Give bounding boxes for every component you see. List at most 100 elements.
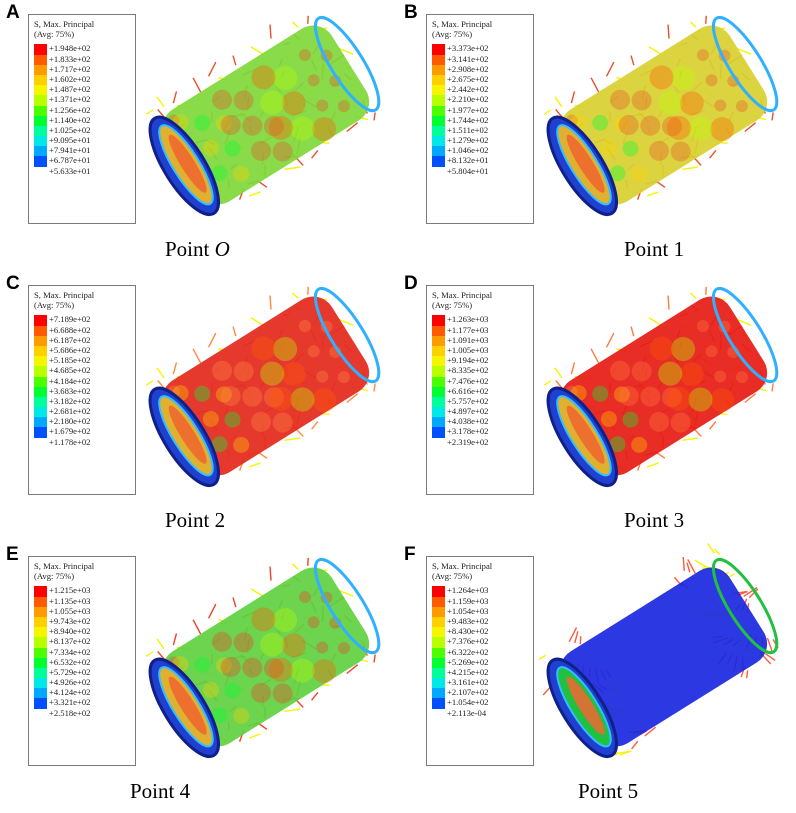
legend-row: +1.178e+02 [34,437,130,447]
legend-row: +2.518e+02 [34,708,130,718]
legend-value: +1.054e+02 [447,697,489,708]
legend-row: +5.686e+02 [34,344,130,357]
legend-title: S, Max. Principal [34,561,95,571]
legend-swatch [34,356,47,367]
legend-swatch [34,606,47,617]
legend-row: +1.054e+02 [432,697,528,709]
legend-swatch [34,345,47,357]
legend-swatch [432,606,445,617]
legend-swatch [34,698,47,709]
legend-swatch [432,315,445,326]
legend-value: +1.679e+02 [49,426,91,437]
legend-row: +9.483e+02 [432,616,528,628]
legend-value: +6.322e+02 [447,646,489,657]
legend-row: +7.476e+02 [432,375,528,387]
legend-swatch [432,407,445,418]
legend-value: +7.334e+02 [49,646,91,657]
color-scale: +3.373e+02 +3.141e+02 +2.908e+02 +2.675e+02… [432,43,528,176]
legend-value: +1.511e+02 [447,124,489,135]
panel-letter: E [6,544,19,565]
legend-row: +1.159e+03 [432,596,528,607]
legend-swatch [34,325,47,336]
panel-caption: Point 2 [165,508,225,533]
legend-value: +1.005e+03 [447,344,489,355]
legend-swatch [34,417,47,428]
legend-value: +5.686e+02 [49,344,91,355]
panel-caption: Point 4 [130,779,190,804]
legend-value: +2.681e+02 [49,406,91,417]
legend-value: +4.215e+02 [447,666,489,677]
legend-value: +8.335e+02 [447,365,489,376]
legend-row: +6.688e+02 [34,325,130,336]
panel-b: B S, Max. Principal (Avg: 75%) +3.373e+02 +3… [398,0,796,271]
legend-value: +1.371e+02 [49,94,91,105]
legend-swatch [432,335,445,346]
stress-legend: S, Max. Principal (Avg: 75%) +1.264e+03 +1.… [426,556,534,766]
panel-d: D S, Max. Principal (Avg: 75%) +1.263e+03 +1… [398,271,796,542]
legend-value: +6.532e+02 [49,656,91,667]
legend-row: +4.124e+02 [34,687,130,699]
legend-row: +1.511e+02 [432,124,528,137]
legend-swatch [34,335,47,346]
legend-value: +7.476e+02 [447,375,489,386]
legend-swatch [432,156,445,167]
legend-row: +7.189e+02 [34,314,130,326]
legend-swatch [432,325,445,336]
legend-row: +3.683e+02 [34,386,130,397]
legend-value: +5.185e+02 [49,355,91,366]
legend-subtitle: (Avg: 75%) [432,29,473,40]
legend-row: +3.161e+02 [432,677,528,689]
legend-swatch [34,396,47,408]
legend-value: +7.189e+02 [49,314,91,325]
legend-value: +1.263e+03 [447,314,489,325]
legend-value: +3.321e+02 [49,697,91,708]
legend-swatch [34,105,47,116]
legend-value: +5.633e+01 [49,165,91,176]
color-scale: +1.948e+02 +1.833e+02 +1.717e+02 +1.602e+02… [34,43,130,176]
legend-value: +3.141e+02 [447,53,489,64]
legend-value: +1.948e+02 [49,43,91,54]
legend-row: +3.373e+02 [432,43,528,55]
legend-row: +3.178e+02 [432,426,528,438]
legend-swatch [432,95,445,106]
legend-value: +1.046e+02 [447,145,489,156]
legend-row: +6.616e+02 [432,386,528,397]
legend-row: +9.095e+01 [34,135,130,147]
legend-swatch [432,356,445,367]
legend-value: +3.161e+02 [447,677,489,688]
legend-swatch [432,667,445,679]
fe-model-render [538,543,779,758]
legend-value: +1.977e+02 [447,104,489,115]
legend-value: +2.518e+02 [49,707,91,718]
legend-swatch [432,74,445,86]
legend-row: +1.279e+02 [432,135,528,147]
legend-swatch [34,596,47,607]
legend-swatch [34,616,47,628]
legend-title: S, Max. Principal [432,561,493,571]
stress-legend: S, Max. Principal (Avg: 75%) +1.215e+03 +1.… [28,556,136,766]
legend-swatch [34,637,47,648]
legend-swatch [432,115,445,126]
legend-row: +2.210e+02 [432,94,528,106]
legend-value: +1.135e+03 [49,595,91,606]
legend-subtitle: (Avg: 75%) [34,300,75,311]
legend-subtitle: (Avg: 75%) [432,300,473,311]
legend-swatch [432,627,445,638]
legend-swatch [34,386,47,397]
legend-title: S, Max. Principal [34,19,95,29]
legend-row: +5.729e+02 [34,666,130,679]
legend-swatch [34,366,47,377]
legend-swatch [432,596,445,607]
fe-model-render [145,557,381,758]
legend-value: +2.180e+02 [49,416,91,427]
legend-swatch [432,637,445,648]
legend-value: +1.744e+02 [447,114,489,125]
legend-value: +4.038e+02 [447,416,489,427]
panel-letter: C [6,273,20,294]
legend-swatch [34,115,47,126]
legend-row: +1.005e+03 [432,344,528,357]
legend-row: +1.487e+02 [34,84,130,96]
legend-swatch [432,688,445,699]
legend-row: +1.177e+03 [432,325,528,336]
legend-value: +5.729e+02 [49,666,91,677]
